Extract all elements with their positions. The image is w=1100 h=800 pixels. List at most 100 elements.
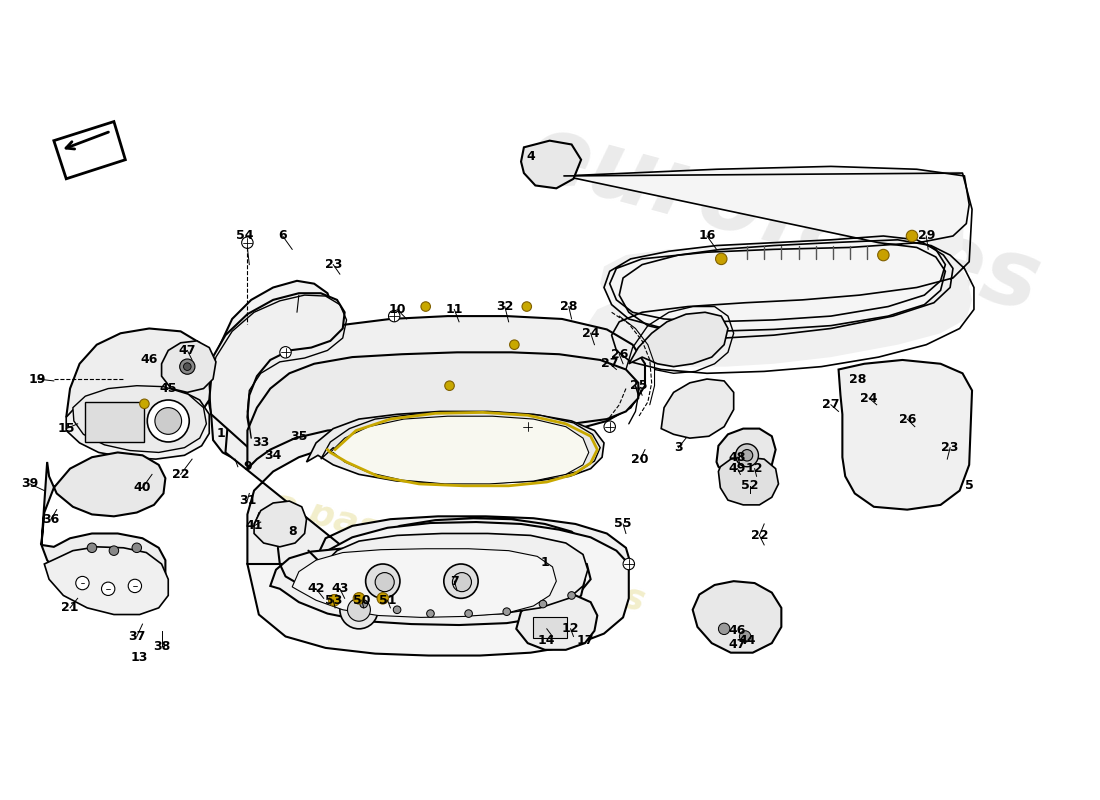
Polygon shape — [521, 141, 581, 188]
Text: 40: 40 — [134, 482, 152, 494]
Circle shape — [604, 421, 615, 433]
Polygon shape — [661, 379, 734, 438]
Polygon shape — [307, 411, 604, 483]
Polygon shape — [330, 416, 588, 484]
Circle shape — [718, 623, 730, 634]
Text: 46: 46 — [141, 354, 158, 366]
Circle shape — [388, 310, 400, 322]
Polygon shape — [42, 534, 165, 595]
Circle shape — [452, 573, 472, 592]
Text: 15: 15 — [57, 422, 75, 435]
Polygon shape — [44, 547, 168, 614]
Text: 7: 7 — [450, 574, 459, 588]
Circle shape — [739, 630, 751, 642]
Polygon shape — [838, 360, 972, 510]
Text: 27: 27 — [601, 358, 618, 370]
Text: 19: 19 — [29, 373, 46, 386]
Text: 28: 28 — [849, 373, 867, 386]
Circle shape — [736, 444, 759, 466]
Circle shape — [129, 579, 142, 593]
Text: 8: 8 — [288, 525, 297, 538]
Circle shape — [331, 594, 339, 602]
Text: 32: 32 — [496, 300, 514, 313]
Circle shape — [155, 408, 182, 434]
Text: 22: 22 — [172, 468, 189, 481]
Circle shape — [353, 593, 365, 604]
Circle shape — [132, 543, 142, 553]
Text: 53: 53 — [324, 594, 342, 606]
Text: 3: 3 — [674, 441, 683, 454]
Text: 11: 11 — [446, 303, 463, 316]
Circle shape — [179, 359, 195, 374]
Circle shape — [741, 450, 752, 461]
Polygon shape — [211, 281, 333, 459]
Circle shape — [522, 302, 531, 311]
Text: 47: 47 — [178, 344, 196, 357]
Polygon shape — [564, 171, 972, 366]
Text: 29: 29 — [917, 230, 935, 242]
Circle shape — [365, 564, 400, 598]
Text: 26: 26 — [899, 413, 916, 426]
Text: 54: 54 — [235, 230, 253, 242]
Text: 5: 5 — [965, 479, 974, 492]
Polygon shape — [629, 312, 728, 366]
Polygon shape — [66, 389, 209, 459]
Text: 1: 1 — [217, 427, 226, 440]
Polygon shape — [248, 522, 629, 655]
Text: 37: 37 — [128, 630, 145, 643]
Text: 55: 55 — [614, 518, 631, 530]
Text: 13: 13 — [131, 651, 149, 664]
Text: 12: 12 — [562, 622, 580, 635]
Polygon shape — [271, 548, 585, 625]
Circle shape — [87, 543, 97, 553]
Text: 4: 4 — [526, 150, 535, 163]
Circle shape — [539, 600, 547, 608]
Polygon shape — [254, 501, 307, 547]
Circle shape — [444, 381, 454, 390]
Text: 17: 17 — [576, 634, 594, 646]
Polygon shape — [718, 458, 779, 505]
Circle shape — [716, 253, 727, 265]
Text: 50: 50 — [353, 594, 371, 606]
Text: 42: 42 — [307, 582, 324, 595]
Text: 34: 34 — [264, 449, 282, 462]
Circle shape — [279, 346, 292, 358]
Text: 36: 36 — [42, 513, 59, 526]
Polygon shape — [226, 316, 645, 612]
Text: 33: 33 — [252, 437, 270, 450]
Circle shape — [76, 576, 89, 590]
Circle shape — [568, 592, 575, 599]
Text: 22: 22 — [750, 529, 768, 542]
Text: 24: 24 — [582, 326, 600, 340]
Circle shape — [184, 363, 191, 370]
Text: 6: 6 — [278, 230, 287, 242]
Circle shape — [140, 399, 150, 409]
Text: 20: 20 — [631, 453, 649, 466]
Bar — [86, 402, 144, 442]
Text: 14: 14 — [538, 634, 556, 646]
Text: 44: 44 — [738, 634, 756, 646]
Text: 46: 46 — [729, 624, 746, 638]
Text: 39: 39 — [21, 478, 38, 490]
Polygon shape — [564, 166, 969, 331]
Text: 21: 21 — [62, 602, 79, 614]
Polygon shape — [42, 453, 165, 545]
Circle shape — [394, 606, 400, 614]
Text: 47: 47 — [728, 638, 746, 650]
Circle shape — [348, 598, 371, 622]
Polygon shape — [207, 294, 344, 455]
Text: 38: 38 — [153, 639, 170, 653]
Circle shape — [522, 421, 534, 433]
Polygon shape — [54, 122, 125, 178]
Text: 45: 45 — [160, 382, 177, 395]
Circle shape — [242, 237, 253, 248]
Circle shape — [147, 400, 189, 442]
Circle shape — [377, 593, 388, 604]
Bar — [534, 618, 566, 638]
Text: 26: 26 — [610, 348, 628, 361]
Circle shape — [623, 558, 635, 570]
Circle shape — [509, 340, 519, 350]
Text: 23: 23 — [942, 441, 959, 454]
Text: 51: 51 — [378, 594, 396, 606]
Text: 35: 35 — [290, 430, 308, 442]
